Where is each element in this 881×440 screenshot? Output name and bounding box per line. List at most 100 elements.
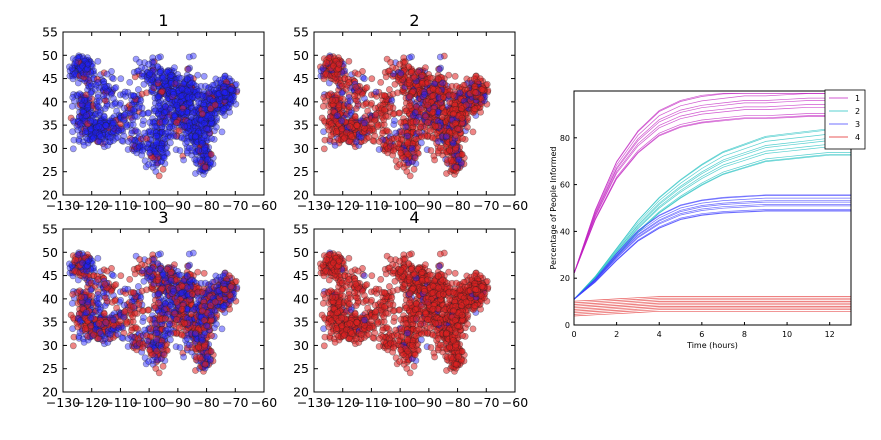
- blue-point: [156, 69, 164, 76]
- blue-point: [82, 134, 90, 142]
- blue-point: [155, 290, 163, 298]
- blue-point: [101, 138, 109, 146]
- blue-point: [171, 113, 178, 120]
- blue-point: [97, 133, 105, 140]
- blue-point: [191, 330, 199, 337]
- blue-point: [191, 133, 199, 140]
- blue-point: [84, 104, 91, 112]
- blue-point: [402, 123, 410, 131]
- blue-point: [157, 341, 165, 349]
- blue-point: [338, 117, 345, 125]
- blue-point: [81, 96, 89, 104]
- red-point: [396, 161, 403, 168]
- red-point: [155, 369, 163, 377]
- scatter-panel-1: −130−120−110−100−90 −80 −70 −60202530354045…: [42, 11, 277, 213]
- blue-point: [98, 116, 106, 124]
- red-point: [345, 79, 353, 86]
- blue-point: [147, 128, 154, 136]
- blue-point: [84, 65, 92, 73]
- blue-point: [220, 83, 228, 90]
- blue-point: [185, 250, 193, 258]
- blue-point: [73, 67, 81, 75]
- blue-point: [151, 123, 159, 131]
- blue-point: [201, 82, 209, 90]
- red-point: [459, 135, 466, 142]
- red-point: [380, 92, 388, 99]
- blue-point: [95, 294, 103, 302]
- blue-point: [123, 121, 131, 129]
- blue-point: [95, 300, 103, 308]
- scatter-panel-3: −130−120−110−100−90 −80 −70 −60202530354045…: [42, 208, 277, 410]
- blue-point: [82, 112, 90, 119]
- blue-point: [346, 97, 354, 105]
- blue-point: [69, 55, 77, 62]
- red-point: [207, 150, 215, 158]
- blue-point: [144, 109, 152, 117]
- blue-point: [77, 96, 85, 104]
- blue-point: [198, 139, 206, 147]
- red-point: [386, 67, 393, 75]
- blue-point: [144, 140, 151, 148]
- blue-point: [84, 101, 92, 109]
- blue-point: [94, 254, 102, 262]
- blue-point: [166, 336, 174, 344]
- red-point: [335, 60, 343, 68]
- blue-point: [361, 119, 368, 127]
- blue-point: [434, 137, 442, 145]
- red-point: [447, 156, 455, 164]
- blue-point: [79, 55, 87, 63]
- blue-point: [95, 97, 103, 105]
- red-point: [175, 324, 183, 332]
- blue-point: [110, 316, 117, 324]
- blue-point: [75, 137, 83, 145]
- blue-point: [111, 100, 119, 108]
- red-point: [103, 267, 111, 275]
- blue-point: [357, 134, 365, 141]
- red-point: [404, 150, 412, 158]
- blue-point: [100, 113, 108, 121]
- y-tick-label: 25: [293, 164, 309, 179]
- blue-point: [103, 133, 110, 141]
- blue-point: [157, 144, 165, 152]
- y-tick-label: 50: [293, 48, 309, 63]
- red-point: [113, 304, 120, 312]
- blue-point: [97, 117, 105, 125]
- red-point: [178, 331, 186, 339]
- blue-point: [113, 107, 120, 115]
- red-point: [323, 59, 330, 67]
- blue-point: [185, 65, 192, 73]
- red-point: [146, 346, 154, 354]
- red-point: [67, 114, 75, 122]
- blue-point: [392, 129, 399, 137]
- red-point: [452, 163, 460, 171]
- red-point: [161, 315, 169, 323]
- blue-point: [170, 287, 177, 295]
- panel-title: 1: [158, 11, 168, 30]
- red-point: [74, 121, 82, 128]
- blue-point: [185, 262, 192, 270]
- blue-point: [352, 138, 360, 146]
- blue-point: [69, 68, 77, 75]
- blue-point: [92, 121, 99, 129]
- blue-point: [69, 75, 77, 83]
- blue-point: [76, 132, 84, 139]
- red-point: [351, 92, 359, 100]
- blue-point: [136, 59, 143, 66]
- blue-point: [84, 54, 91, 61]
- blue-point: [390, 117, 398, 124]
- blue-point: [198, 92, 206, 99]
- blue-point: [91, 111, 99, 118]
- red-point: [80, 73, 88, 81]
- blue-point: [109, 272, 117, 280]
- red-point: [353, 122, 361, 129]
- red-point: [171, 310, 178, 317]
- red-point: [429, 92, 437, 100]
- blue-point: [411, 109, 419, 116]
- blue-point: [152, 329, 160, 337]
- blue-point: [118, 137, 126, 144]
- red-point: [426, 74, 434, 82]
- blue-point: [200, 72, 208, 80]
- red-point: [362, 100, 370, 108]
- blue-point: [176, 344, 184, 351]
- scatter-panel-2: −130−120−110−100−90 −80 −70 −60202530354045…: [293, 11, 528, 213]
